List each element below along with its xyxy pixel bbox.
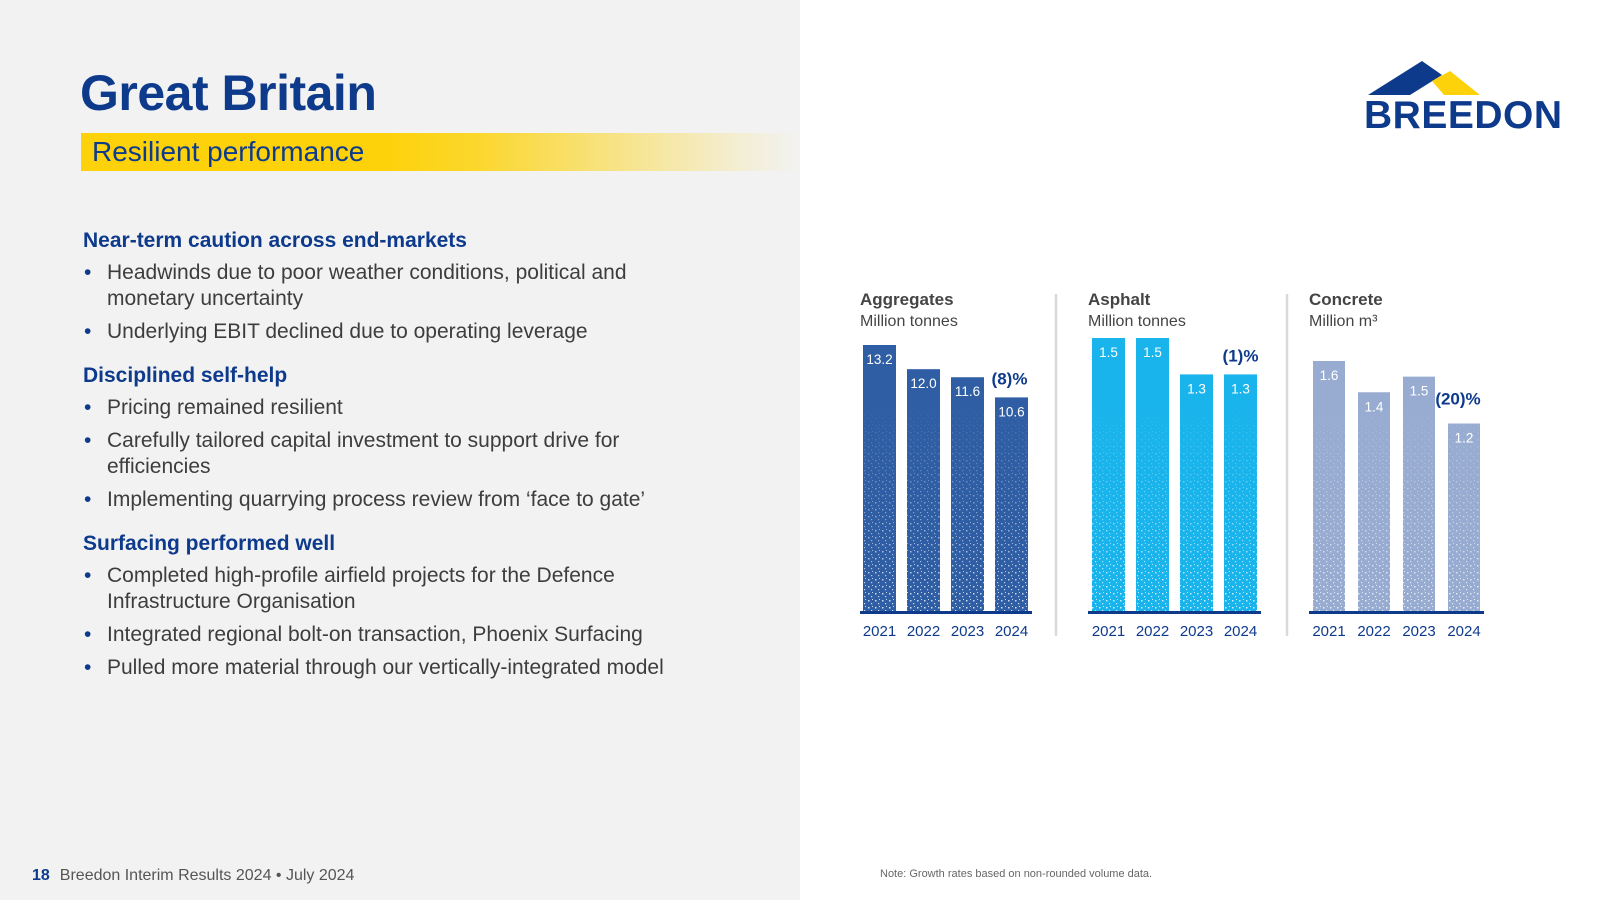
data-label: 11.6 xyxy=(955,384,980,399)
chart-title: Asphalt xyxy=(1088,290,1151,309)
section-end-markets: Near-term caution across end-markets • He… xyxy=(83,228,683,345)
section-surfacing: Surfacing performed well • Completed high… xyxy=(83,531,683,681)
page-number: 18 xyxy=(32,867,50,884)
bar-texture xyxy=(951,377,984,611)
bullet-item: • Headwinds due to poor weather condition… xyxy=(84,261,627,310)
chart-unit-label: Million m³ xyxy=(1309,313,1378,330)
content-sections: Near-term caution across end-markets • He… xyxy=(83,228,683,699)
bar-texture xyxy=(1448,423,1480,611)
growth-label: (20)% xyxy=(1435,390,1480,409)
data-label: 1.5 xyxy=(1099,345,1118,360)
section-heading: Disciplined self-help xyxy=(83,364,288,387)
tick-label: 2023 xyxy=(951,623,984,640)
bar-texture xyxy=(1224,374,1257,611)
logo-text: BREEDON xyxy=(1364,94,1563,137)
bullet-item: • Pulled more material through our vertic… xyxy=(84,656,664,679)
bullet-item: • Integrated regional bolt-on transaction… xyxy=(84,623,643,646)
chart-unit-label: Million tonnes xyxy=(860,313,958,330)
section-heading: Surfacing performed well xyxy=(83,532,336,555)
data-label: 1.2 xyxy=(1455,431,1474,446)
bar-texture xyxy=(1313,361,1345,611)
data-label: 13.2 xyxy=(866,352,892,367)
section-heading: Near-term caution across end-markets xyxy=(83,229,467,252)
tick-label: 2023 xyxy=(1180,623,1213,640)
breedon-logo-mark xyxy=(1368,61,1480,95)
bar-texture xyxy=(1180,374,1213,611)
bar-texture xyxy=(907,369,940,611)
bullet-item: • Pricing remained resilient xyxy=(84,396,343,419)
tick-label: 2021 xyxy=(1312,623,1345,640)
bar-texture xyxy=(1403,376,1435,611)
bullet-list: • Completed high-profile airfield project… xyxy=(83,563,683,681)
bullet-list: • Pricing remained resilient • Carefully t… xyxy=(83,395,683,513)
bullet-item: • Carefully tailored capital investment t… xyxy=(84,429,620,478)
data-label: 1.5 xyxy=(1143,345,1162,360)
chart-asphalt: Asphalt Million tonnes 1.5 2021 1.5 2022 1.3 20… xyxy=(1088,290,1261,640)
bullet-item: • Completed high-profile airfield project… xyxy=(84,564,615,613)
growth-label: (1)% xyxy=(1223,346,1259,365)
tick-label: 2022 xyxy=(907,623,940,640)
bar-texture xyxy=(995,397,1028,611)
data-label: 12.0 xyxy=(910,376,936,391)
section-self-help: Disciplined self-help • Pricing remained … xyxy=(83,363,683,513)
chart-title: Concrete xyxy=(1309,290,1383,309)
logo-blue-triangle xyxy=(1368,61,1442,95)
footer: 18 Breedon Interim Results 2024 • July 20… xyxy=(32,867,354,885)
bar-texture xyxy=(1092,338,1125,611)
footer-text: Breedon Interim Results 2024 • July 2024 xyxy=(59,867,355,884)
page-title: Great Britain xyxy=(80,65,377,121)
tick-label: 2023 xyxy=(1402,623,1435,640)
data-label: 1.5 xyxy=(1410,384,1429,399)
growth-label: (8)% xyxy=(992,369,1028,388)
page-subtitle: Resilient performance xyxy=(92,136,365,167)
logo-yellow-triangle xyxy=(1432,71,1480,95)
data-label: 1.6 xyxy=(1320,368,1339,383)
data-label: 10.6 xyxy=(998,404,1024,419)
tick-label: 2024 xyxy=(995,623,1028,640)
volume-charts: Aggregates Million tonnes 13.2 2021 12.0 2022… xyxy=(860,290,1484,640)
chart-unit-label: Million tonnes xyxy=(1088,313,1186,330)
tick-label: 2021 xyxy=(863,623,896,640)
tick-label: 2024 xyxy=(1224,623,1257,640)
data-label: 1.3 xyxy=(1231,381,1250,396)
bar-texture xyxy=(1358,392,1390,611)
chart-concrete: Concrete Million m³ 1.6 2021 1.4 2022 1.5 2023 1… xyxy=(1309,290,1484,640)
tick-label: 2022 xyxy=(1136,623,1169,640)
tick-label: 2022 xyxy=(1357,623,1390,640)
bar-texture xyxy=(1136,338,1169,611)
subtitle-highlight xyxy=(81,133,801,171)
tick-label: 2021 xyxy=(1092,623,1125,640)
bullet-item: • Implementing quarrying process review f… xyxy=(84,488,646,511)
bullet-list: • Headwinds due to poor weather condition… xyxy=(83,260,683,345)
bar-texture xyxy=(863,345,896,611)
data-label: 1.3 xyxy=(1187,381,1206,396)
tick-label: 2024 xyxy=(1447,623,1480,640)
footnote: Note: Growth rates based on non-rounded … xyxy=(880,868,1153,880)
data-label: 1.4 xyxy=(1365,399,1384,414)
chart-aggregates: Aggregates Million tonnes 13.2 2021 12.0 2022… xyxy=(860,290,1032,640)
bullet-item: • Underlying EBIT declined due to operati… xyxy=(84,320,588,343)
chart-title: Aggregates xyxy=(860,290,954,309)
